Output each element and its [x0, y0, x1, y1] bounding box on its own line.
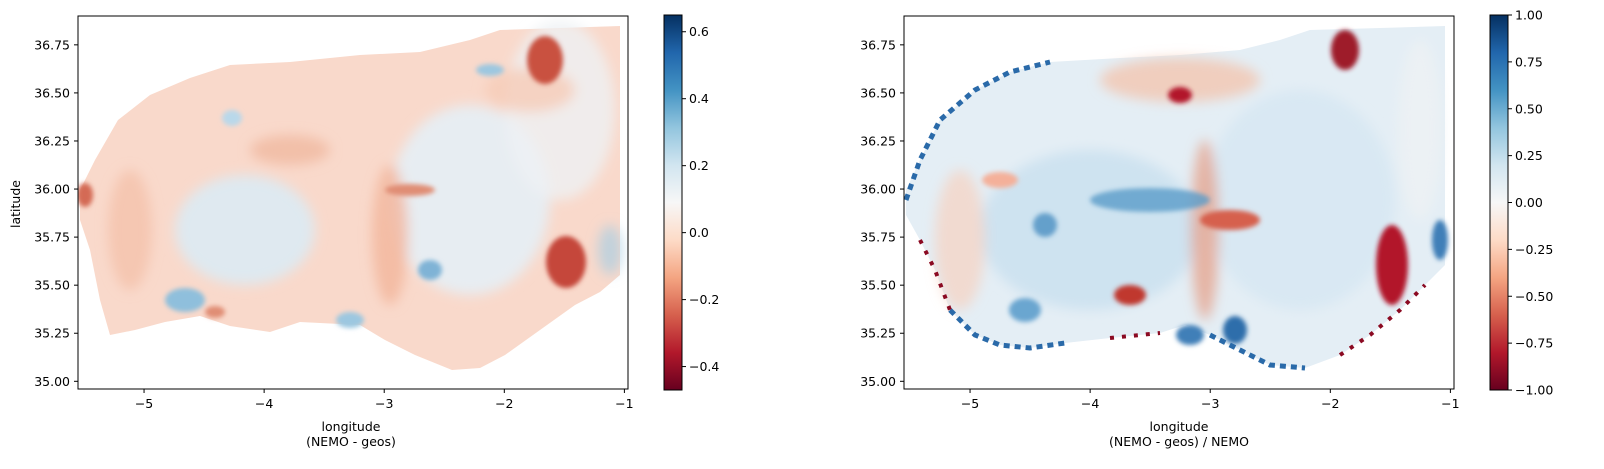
colorbar-tick-label: 0.4 [689, 91, 709, 106]
left-y-axis-ticks: 35.00 35.25 35.50 35.75 36.00 36.25 36.50 36.75 [34, 37, 78, 389]
colorbar-tick-label: 0.2 [689, 158, 709, 173]
colorbar-tick-label: 0.0 [689, 225, 709, 240]
x-tick-label: −1 [1441, 396, 1459, 411]
right-boundary-band [904, 59, 1306, 371]
x-tick-label: −1 [615, 396, 633, 411]
left-x-axis-label-line1: longitude [322, 419, 381, 434]
colorbar-tick-label: −0.4 [689, 359, 719, 374]
right-structures [935, 40, 1442, 320]
y-tick-label: 36.75 [34, 37, 70, 52]
y-tick-label: 35.50 [860, 278, 896, 293]
left-panel: −5 −4 −3 −2 −1 35.00 35.25 35.50 35.75 36.00 36.2… [8, 14, 719, 449]
colorbar-tick-label: −0.2 [689, 292, 719, 307]
left-y-axis-label: latitude [8, 180, 23, 228]
right-axes-frame [903, 15, 1455, 390]
colorbar-tick-label: 0.75 [1515, 54, 1543, 69]
colorbar-tick-label: 0.25 [1515, 148, 1543, 163]
colorbar-tick-label: −1.00 [1515, 383, 1553, 398]
y-tick-label: 35.25 [860, 326, 896, 341]
left-axes-frame [77, 15, 629, 390]
left-details [78, 36, 586, 328]
right-y-axis-ticks: 35.00 35.25 35.50 35.75 36.00 36.25 36.50 36.75 [860, 37, 904, 389]
y-tick-label: 36.50 [860, 85, 896, 100]
x-tick-label: −2 [1321, 396, 1339, 411]
colorbar-tick-label: −0.50 [1515, 289, 1553, 304]
right-panel: −5 −4 −3 −2 −1 35.00 35.25 35.50 35.75 36.00 36.2… [860, 8, 1553, 450]
right-colorbar [1489, 14, 1509, 391]
left-heatmap [78, 20, 622, 370]
x-tick-label: −5 [961, 396, 979, 411]
y-tick-label: 36.25 [860, 133, 896, 148]
colorbar-tick-label: 0.6 [689, 24, 709, 39]
colorbar-tick-label: 1.00 [1515, 8, 1543, 23]
colorbar-tick-label: 0.00 [1515, 195, 1543, 210]
right-colorbar-ticks: −1.00 −0.75 −0.50 −0.25 0.00 0.25 0.50 0.75 1.00 [1508, 8, 1553, 398]
x-tick-label: −3 [375, 396, 393, 411]
y-tick-label: 35.75 [860, 230, 896, 245]
left-colorbar [663, 14, 683, 391]
y-tick-label: 35.25 [34, 326, 70, 341]
right-boundary-band-red [918, 239, 1427, 357]
x-tick-label: −5 [135, 396, 153, 411]
colorbar-tick-label: 0.50 [1515, 101, 1543, 116]
left-x-axis-ticks: −5 −4 −3 −2 −1 [135, 389, 634, 411]
x-tick-label: −4 [255, 396, 273, 411]
y-tick-label: 35.00 [860, 374, 896, 389]
y-tick-label: 35.75 [34, 230, 70, 245]
y-tick-label: 36.00 [34, 182, 70, 197]
right-heatmap [904, 26, 1448, 371]
right-x-axis-label-line1: longitude [1150, 419, 1209, 434]
right-x-axis-ticks: −5 −4 −3 −2 −1 [961, 389, 1460, 411]
colorbar-tick-label: −0.75 [1515, 336, 1553, 351]
y-tick-label: 35.00 [34, 374, 70, 389]
y-tick-label: 36.75 [860, 37, 896, 52]
left-x-axis-label-line2: (NEMO - geos) [306, 434, 396, 449]
right-x-axis-label-line2: (NEMO - geos) / NEMO [1109, 434, 1249, 449]
y-tick-label: 36.25 [34, 133, 70, 148]
x-tick-label: −3 [1201, 396, 1219, 411]
right-details [982, 30, 1448, 345]
y-tick-label: 36.50 [34, 85, 70, 100]
colorbar-tick-label: −0.25 [1515, 242, 1553, 257]
x-tick-label: −2 [495, 396, 513, 411]
x-tick-label: −4 [1081, 396, 1099, 411]
y-tick-label: 36.00 [860, 182, 896, 197]
left-colorbar-ticks: −0.4 −0.2 0.0 0.2 0.4 0.6 [682, 24, 719, 374]
y-tick-label: 35.50 [34, 278, 70, 293]
